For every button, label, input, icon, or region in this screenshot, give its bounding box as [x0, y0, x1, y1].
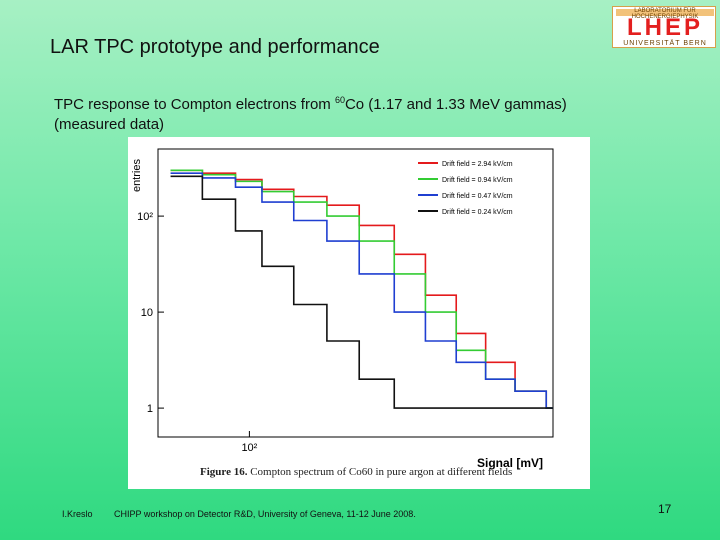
- plot-frame: [157, 148, 554, 438]
- logo-main-text: LHEP: [626, 14, 703, 41]
- logo-top-text: LABORATORIUM FÜR HOCHENERGIEPHYSIK: [631, 8, 699, 20]
- logo-top-band: LABORATORIUM FÜR HOCHENERGIEPHYSIK: [616, 8, 714, 20]
- legend-label-2: Drift field = 0.47 kV/cm: [442, 193, 513, 200]
- subtitle-part-b: Co (1.17 and 1.33 MeV gammas): [344, 96, 567, 113]
- y-axis-label: entries: [131, 159, 143, 193]
- y-tick-label: 10²: [137, 211, 153, 223]
- subtitle-part-a: TPC response to Compton electrons from: [54, 96, 335, 113]
- figure-caption: Figure 16. Compton spectrum of Co60 in p…: [200, 466, 590, 478]
- subtitle-line2: (measured data): [54, 116, 165, 133]
- subtitle-superscript: 60: [334, 95, 345, 105]
- series-line-1: [170, 169, 553, 409]
- slide-title: LAR TPC prototype and performance: [50, 36, 380, 58]
- chart-series: [170, 169, 553, 409]
- legend-label-0: Drift field = 2.94 kV/cm: [442, 161, 513, 168]
- footer-event: CHIPP workshop on Detector R&D, Universi…: [114, 509, 416, 519]
- x-axis-label: Signal [mV]: [477, 456, 543, 470]
- y-tick-label: 1: [147, 403, 153, 415]
- logo-bottom-text: UNIVERSITÄT BERN: [623, 40, 707, 47]
- x-tick-label: 10²: [241, 442, 257, 454]
- y-tick-label: 10: [141, 307, 153, 319]
- series-line-2: [170, 172, 553, 409]
- footer-author: I.Kreslo: [62, 509, 93, 519]
- caption-label: Figure 16.: [200, 466, 248, 478]
- slide-subtitle: TPC response to Compton electrons from 6…: [54, 90, 694, 135]
- chart-legend: Drift field = 2.94 kV/cm Drift field = 0.…: [418, 161, 513, 216]
- legend-label-3: Drift field = 0.24 kV/cm: [442, 209, 513, 216]
- series-line-0: [170, 169, 553, 409]
- figure-panel: 1 10 10² 10² Signal [mV] entries Drift field …: [128, 137, 590, 489]
- caption-text: Compton spectrum of Co60 in pure argon a…: [247, 466, 513, 478]
- legend-label-1: Drift field = 0.94 kV/cm: [442, 177, 513, 184]
- chart-axes: 1 10 10² 10² Signal [mV] entries: [131, 148, 554, 470]
- compton-spectrum-chart: 1 10 10² 10² Signal [mV] entries Drift field …: [131, 148, 554, 470]
- page-number: 17: [658, 502, 672, 516]
- series-line-3: [170, 175, 553, 409]
- lhep-logo: LABORATORIUM FÜR HOCHENERGIEPHYSIK LHEP …: [612, 6, 716, 48]
